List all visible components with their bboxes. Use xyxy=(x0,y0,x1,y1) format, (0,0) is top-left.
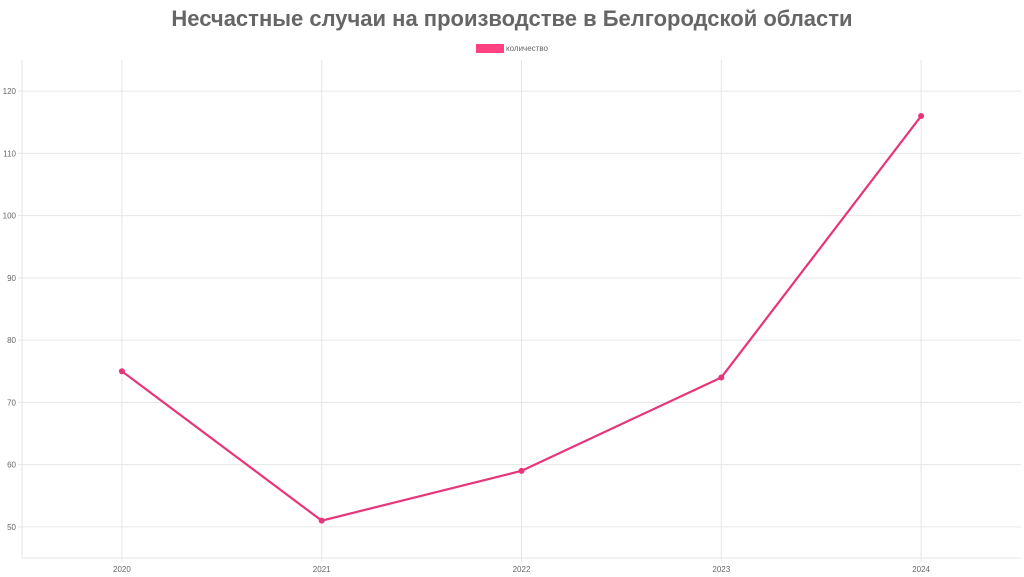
x-axis-ticks: 2020 2021 2022 2023 2024 xyxy=(113,565,931,574)
chart-title: Несчастные случаи на производстве в Белг… xyxy=(171,6,853,31)
x-tick-label: 2022 xyxy=(513,565,531,574)
y-tick-label: 100 xyxy=(3,212,17,221)
legend-swatch xyxy=(476,44,505,53)
series-layer xyxy=(118,113,925,524)
x-tick-label: 2021 xyxy=(313,565,331,574)
y-tick-label: 110 xyxy=(3,149,16,158)
y-tick-label: 60 xyxy=(7,461,16,470)
data-point xyxy=(718,374,725,381)
data-point xyxy=(518,467,525,474)
x-tick-label: 2020 xyxy=(113,565,131,574)
x-tick-label: 2024 xyxy=(912,565,930,574)
grid-lines xyxy=(18,60,1021,562)
x-tick-label: 2023 xyxy=(712,565,730,574)
legend-label: количество xyxy=(506,44,548,53)
chart-legend[interactable]: количество xyxy=(0,44,1024,53)
y-axis-ticks: 50 60 70 80 90 100 110 120 xyxy=(3,87,17,532)
data-point xyxy=(318,517,325,524)
data-point xyxy=(118,368,125,375)
y-tick-label: 50 xyxy=(7,523,16,532)
y-tick-label: 80 xyxy=(7,336,16,345)
y-tick-label: 90 xyxy=(7,274,16,283)
y-tick-label: 70 xyxy=(7,398,16,407)
data-point xyxy=(918,113,925,120)
y-tick-label: 120 xyxy=(3,87,17,96)
